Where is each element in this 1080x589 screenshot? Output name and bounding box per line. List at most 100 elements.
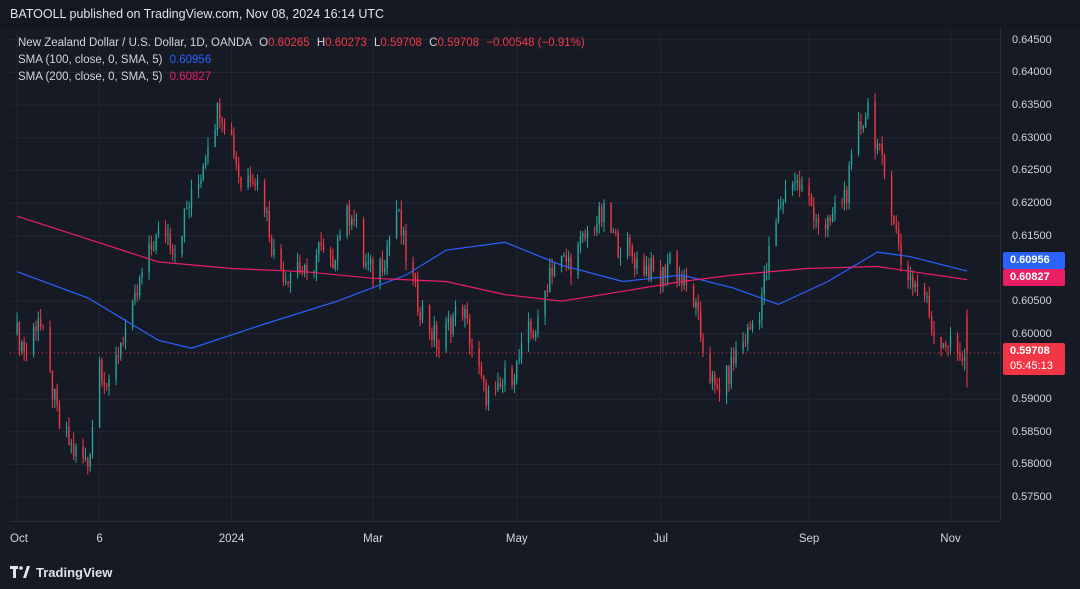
candle-body-down [699, 311, 702, 338]
candle-body-up [669, 253, 671, 263]
time-tick-label: Nov [940, 533, 961, 545]
candle-body-up [867, 101, 869, 117]
candle-body-up [577, 244, 579, 276]
candle-body-up [626, 237, 629, 257]
candle-body-up [791, 184, 794, 190]
candle-body-up [120, 342, 122, 357]
candle-body-down [101, 360, 103, 382]
low-label: L [373, 37, 381, 49]
candle-body-down [221, 118, 223, 123]
candle-body-down [956, 335, 959, 353]
candle-body-down [930, 316, 933, 331]
candle-body-down [42, 326, 44, 328]
candle-body-up [131, 300, 134, 328]
candle-body-down [897, 229, 900, 244]
candle-body-down [499, 382, 501, 387]
symbol-legend-row[interactable]: New Zealand Dollar / U.S. Dollar, 1D, OA… [18, 35, 585, 52]
candle-body-up [711, 374, 714, 383]
sma200-line [16, 215, 968, 302]
sma100-legend-row[interactable]: SMA (100, close, 0, SMA, 5) 0.60956 [18, 52, 585, 69]
price-tick-label: 0.60500 [1012, 295, 1052, 308]
candle-body-up [513, 380, 516, 385]
candle-body-down [813, 205, 815, 221]
candle-body-down [150, 243, 153, 251]
candle-body-up [207, 146, 209, 159]
candle-body-up [336, 239, 339, 262]
candle-body-up [784, 189, 787, 203]
candle-body-up [70, 443, 72, 445]
candle-body-down [631, 246, 633, 257]
price-tick-label: 0.58000 [1012, 458, 1052, 471]
candle-body-up [761, 294, 763, 320]
sma200-price-tag: 0.60827 [1003, 269, 1065, 286]
candle-body-down [329, 249, 332, 257]
candle-body-down [240, 176, 242, 188]
price-chart[interactable] [10, 30, 1000, 520]
candle-body-up [89, 453, 91, 467]
tradingview-logo-icon [10, 566, 30, 578]
candle-body-down [810, 196, 813, 206]
sma200-legend-row[interactable]: SMA (200, close, 0, SMA, 5) 0.60827 [18, 69, 585, 86]
candle-body-down [105, 385, 108, 387]
candle-body-down [617, 233, 619, 258]
candle-body-down [435, 325, 438, 349]
candle-body-down [749, 327, 751, 330]
candle-body-up [537, 316, 539, 334]
candle-body-down [468, 318, 471, 346]
candle-body-down [732, 356, 735, 364]
candle-body-up [256, 180, 259, 186]
candle-body-up [339, 235, 341, 240]
candle-body-up [395, 210, 398, 239]
candle-body-down [270, 237, 273, 255]
candle-body-down [907, 264, 909, 281]
candle-body-down [466, 309, 468, 319]
candle-body-up [582, 234, 584, 237]
candle-body-down [306, 264, 308, 273]
candle-body-up [487, 389, 490, 406]
candle-body-down [223, 122, 226, 130]
candle-body-down [530, 321, 532, 332]
candle-body-up [747, 327, 749, 344]
candle-body-down [417, 278, 419, 312]
candle-body-up [289, 273, 292, 284]
candle-body-up [796, 180, 798, 183]
candle-body-up [612, 231, 615, 233]
candle-body-up [563, 255, 565, 257]
candle-body-down [82, 446, 84, 459]
time-axis[interactable]: Oct 6 2024 Mar May Jul Sep Nov [0, 522, 1001, 552]
candle-body-up [273, 248, 275, 255]
candle-body-down [966, 316, 968, 353]
candle-body-down [808, 185, 810, 197]
candle-body-down [237, 163, 240, 177]
time-tick-label: May [505, 533, 528, 545]
candle-body-down [829, 217, 831, 222]
candle-body-down [431, 332, 433, 341]
candle-body-down [648, 265, 650, 280]
candle-body-down [87, 457, 89, 467]
candle-body-up [742, 341, 744, 350]
candle-body-down [600, 206, 603, 223]
candle-body-up [181, 235, 183, 255]
candle-body-up [527, 321, 530, 343]
candle-body-down [676, 253, 678, 281]
candle-body-down [959, 352, 961, 358]
time-tick-label: 2024 [218, 533, 245, 545]
candle-body-down [824, 224, 827, 230]
price-axis[interactable]: 0.64500 0.64000 0.63500 0.63000 0.62500 0.620… [1001, 28, 1080, 521]
candle-body-up [433, 325, 435, 341]
candle-body-up [315, 254, 318, 272]
candle-body-down [419, 311, 421, 321]
sma200-value: 0.60827 [169, 71, 212, 83]
candle-body-down [961, 357, 963, 361]
tradingview-footer[interactable]: TradingView [10, 563, 112, 581]
candle-body-up [518, 359, 520, 361]
candle-body-up [167, 233, 169, 236]
candle-body-down [230, 129, 233, 136]
candle-body-down [49, 327, 51, 371]
candle-body-up [355, 219, 358, 221]
candle-body-down [268, 210, 270, 238]
candle-body-down [895, 224, 897, 230]
change-value: −0.00548 (−0.91%) [486, 37, 585, 49]
candle-body-up [124, 327, 127, 344]
price-tick-label: 0.57500 [1012, 491, 1052, 504]
